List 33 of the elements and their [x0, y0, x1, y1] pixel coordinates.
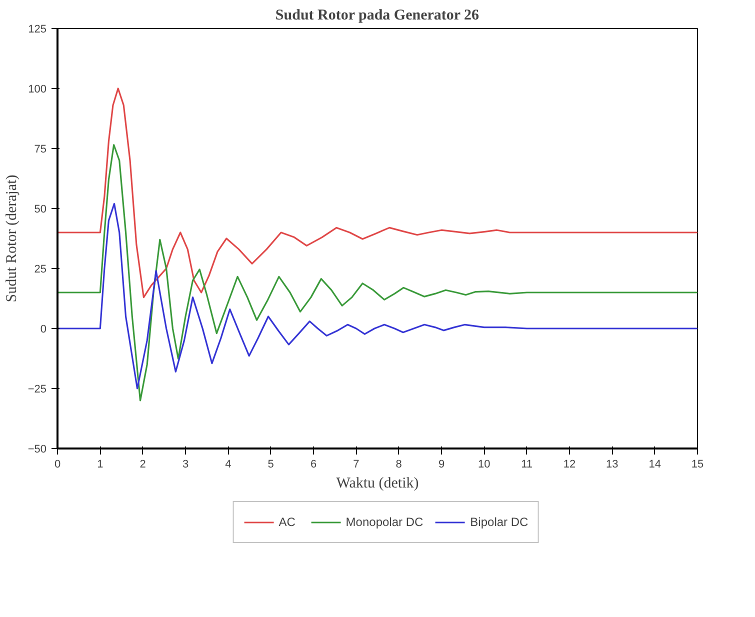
y-tick-label: 75 [34, 144, 47, 156]
y-tick-label: −50 [28, 444, 47, 456]
x-tick-label: 9 [438, 458, 445, 470]
x-tick-label: 7 [353, 458, 360, 470]
x-tick-label: 2 [140, 458, 146, 470]
y-axis-title: Sudut Rotor (derajat) [4, 174, 20, 302]
y-tick-label: 25 [34, 264, 47, 276]
x-tick-label: 13 [606, 458, 618, 470]
x-tick-label: 6 [310, 458, 317, 470]
x-tick-label: 14 [648, 458, 661, 470]
x-tick-label: 12 [563, 458, 576, 470]
x-tick-label: 1 [97, 458, 104, 470]
x-axis-title: Waktu (detik) [336, 476, 419, 492]
y-tick-label: 50 [34, 204, 47, 216]
x-tick-label: 0 [54, 458, 61, 470]
x-tick-label: 10 [478, 458, 490, 470]
y-tick-label: 125 [28, 24, 47, 36]
x-tick-label: 11 [521, 458, 533, 470]
line-series [58, 202, 698, 390]
line-series [58, 88, 698, 298]
x-tick-label: 5 [268, 458, 274, 470]
x-tick-label: 8 [396, 458, 402, 470]
x-tick-label: 3 [182, 458, 189, 470]
legend-label: AC [278, 514, 296, 528]
line-series [58, 144, 698, 402]
y-tick-label: −25 [28, 384, 47, 396]
y-tick-label: 100 [28, 84, 47, 96]
legend-label: Monopolar DC [346, 514, 424, 528]
legend-label: Bipolar DC [470, 514, 528, 528]
y-tick-label: 0 [40, 324, 47, 336]
chart-title: Sudut Rotor pada Generator 26 [275, 8, 480, 24]
x-tick-label: 4 [225, 458, 232, 470]
x-tick-label: 15 [691, 458, 704, 470]
